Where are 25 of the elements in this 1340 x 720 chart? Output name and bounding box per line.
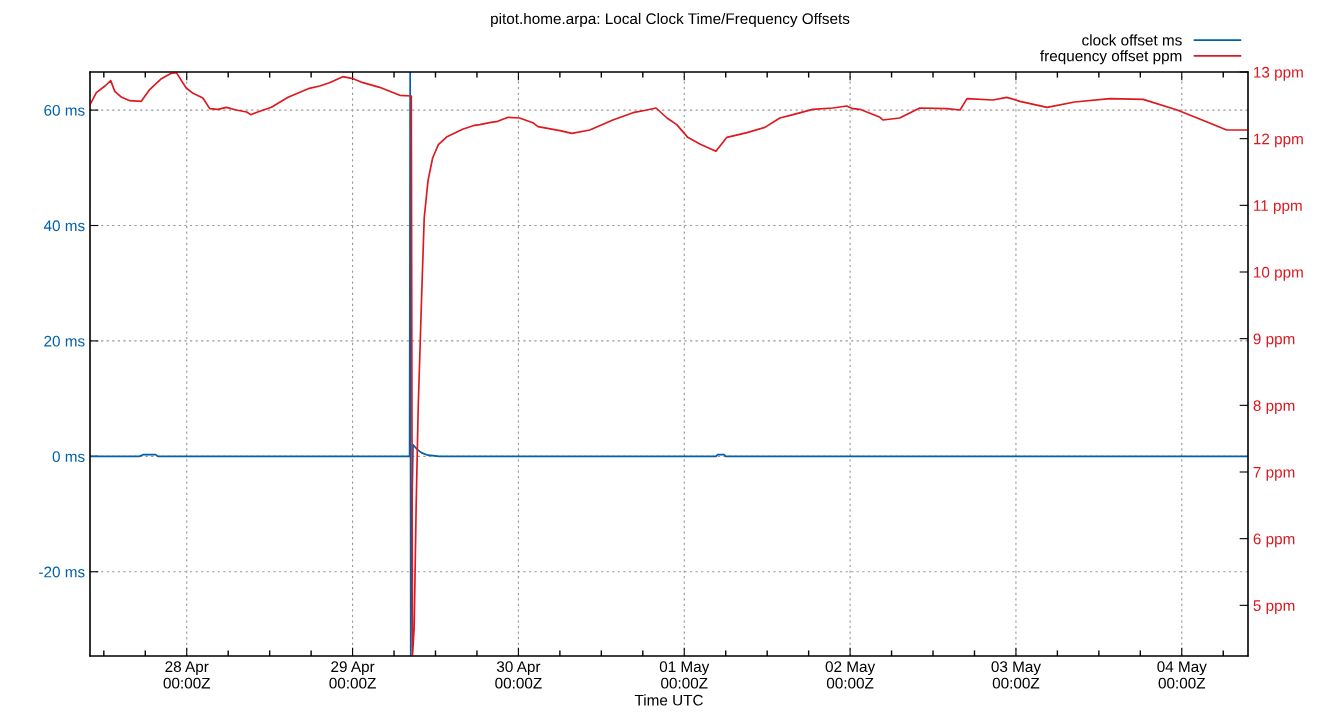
x-axis-title: Time UTC (634, 694, 703, 706)
y-tick-label: 60 ms (44, 104, 85, 116)
y2-tick-label: 5 ppm (1253, 600, 1295, 615)
y-tick-label: 20 ms (44, 335, 85, 347)
y-tick-label: 0 ms (52, 451, 85, 463)
x-tick-label: 29 Apr 00:00Z (329, 661, 376, 689)
y-tick-label: -20 ms (39, 566, 85, 578)
x-tick-label: 01 May 00:00Z (659, 661, 710, 689)
y2-tick-label: 7 ppm (1253, 467, 1295, 481)
y2-tick-label: 12 ppm (1254, 133, 1303, 148)
x-tick-label: 28 Apr 00:00Z (163, 661, 211, 689)
x-tick-label: 03 May 00:00Z (991, 661, 1041, 689)
y2-tick-label: 10 ppm (1254, 266, 1303, 281)
y2-tick-label: 13 ppm (1254, 66, 1303, 81)
legend-label: frequency offset ppm (1040, 50, 1182, 65)
y2-tick-label: 11 ppm (1254, 200, 1302, 215)
y2-tick-label: 6 ppm (1253, 533, 1295, 548)
y2-tick-label: 8 ppm (1253, 400, 1295, 415)
x-tick-label: 02 May 00:00Z (825, 661, 876, 689)
y2-tick-label: 9 ppm (1253, 333, 1295, 348)
legend-label: clock offset ms (1082, 34, 1182, 46)
x-tick-label: 04 May 00:00Z (1157, 661, 1207, 689)
chart-title: pitot.home.arpa: Local Clock Time/Frequency Offsets (491, 12, 850, 28)
y-tick-label: 40 ms (43, 220, 85, 232)
x-tick-label: 30 Apr 00:00Z (495, 661, 542, 689)
